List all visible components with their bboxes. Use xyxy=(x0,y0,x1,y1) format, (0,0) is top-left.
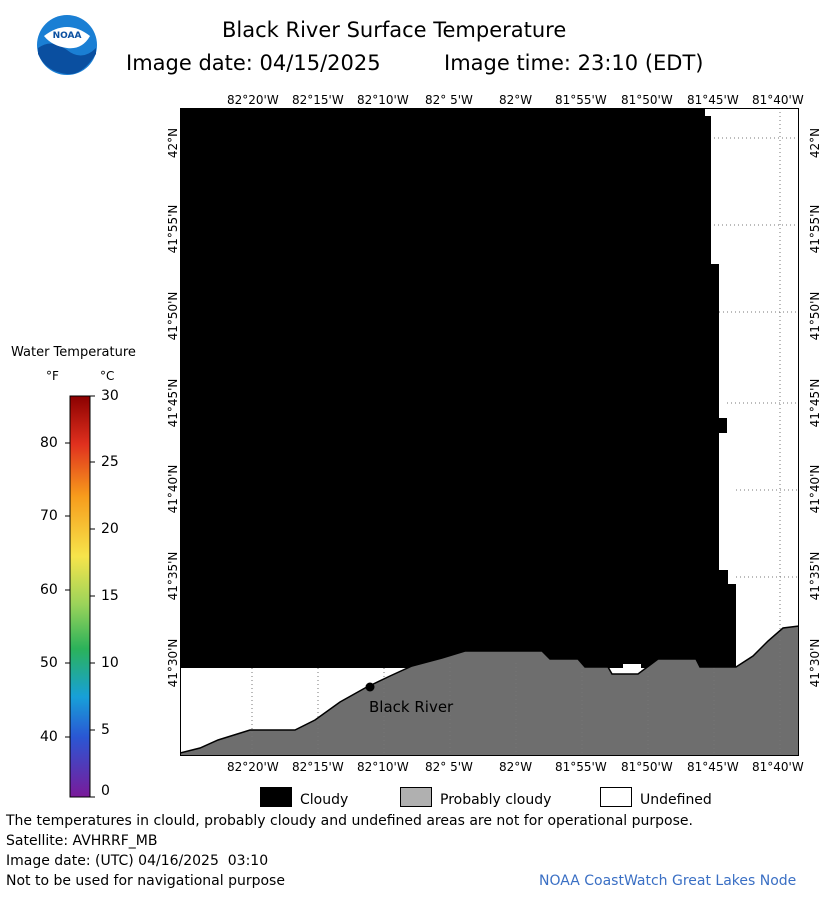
black-river-marker xyxy=(365,682,375,692)
c-tick-label: 0 xyxy=(101,783,110,799)
lat-label-left: 41°35'N xyxy=(166,551,180,601)
lat-label-right: 41°40'N xyxy=(808,464,822,514)
lon-label-bottom: 81°40'W xyxy=(752,760,804,774)
map-frame xyxy=(180,108,799,756)
lat-label-right: 41°45'N xyxy=(808,378,822,428)
legend-probably-cloudy-swatch xyxy=(400,787,432,807)
lat-label-left: 41°55'N xyxy=(166,204,180,254)
svg-text:NOAA: NOAA xyxy=(53,31,82,41)
map-image xyxy=(180,108,799,756)
lon-label-top: 81°45'W xyxy=(687,93,739,107)
legend-undefined-label: Undefined xyxy=(640,792,712,808)
lat-label-left: 41°40'N xyxy=(166,464,180,514)
lon-label-top: 82° 5'W xyxy=(425,93,473,107)
image-date: Image date: 04/15/2025 xyxy=(126,51,381,75)
f-tick-label: 70 xyxy=(40,508,58,524)
f-tick-label: 40 xyxy=(40,729,58,745)
lon-label-bottom: 82°10'W xyxy=(357,760,409,774)
colorbar-title: Water Temperature xyxy=(11,345,136,360)
graticule xyxy=(251,108,799,756)
legend-cloudy-swatch xyxy=(260,787,292,807)
satellite-text: Satellite: AVHRRF_MB xyxy=(6,833,158,849)
cloudy-area xyxy=(180,108,736,668)
legend-undefined-swatch xyxy=(600,787,632,807)
legend-cloudy-label: Cloudy xyxy=(300,792,349,808)
lon-label-bottom: 82°15'W xyxy=(292,760,344,774)
c-tick-label: 10 xyxy=(101,655,119,671)
noaa-logo: NOAA xyxy=(36,14,98,76)
c-tick-label: 25 xyxy=(101,454,119,470)
lat-label-right: 41°55'N xyxy=(808,204,822,254)
image-time: Image time: 23:10 (EDT) xyxy=(444,51,704,75)
page-title: Black River Surface Temperature xyxy=(222,18,567,42)
lon-label-top: 82°20'W xyxy=(227,93,279,107)
lat-label-left: 41°30'N xyxy=(166,638,180,688)
lon-label-bottom: 81°50'W xyxy=(621,760,673,774)
lon-label-top: 81°55'W xyxy=(555,93,607,107)
undefined-notch xyxy=(623,664,641,671)
lon-label-top: 82°15'W xyxy=(292,93,344,107)
c-tick-label: 30 xyxy=(101,388,119,404)
c-tick-label: 20 xyxy=(101,521,119,537)
credit-link[interactable]: NOAA CoastWatch Great Lakes Node xyxy=(539,873,797,889)
lat-label-right: 41°35'N xyxy=(808,551,822,601)
legend-probably-cloudy-label: Probably cloudy xyxy=(440,792,552,808)
lon-label-top: 81°50'W xyxy=(621,93,673,107)
place-label: Black River xyxy=(369,698,454,716)
nav-warning-text: Not to be used for navigational purpose xyxy=(6,873,285,889)
noaa-logo-icon: NOAA xyxy=(37,15,97,75)
colorbar xyxy=(65,395,95,798)
lat-label-right: 42°N xyxy=(808,127,822,159)
c-tick-label: 15 xyxy=(101,588,119,604)
lon-label-bottom: 81°45'W xyxy=(687,760,739,774)
lon-label-bottom: 81°55'W xyxy=(555,760,607,774)
c-tick-label: 5 xyxy=(101,722,110,738)
colorbar-gradient xyxy=(69,395,91,798)
unit-fahrenheit: °F xyxy=(46,369,59,383)
lat-label-left: 41°50'N xyxy=(166,291,180,341)
lat-label-left: 41°45'N xyxy=(166,378,180,428)
lon-label-top: 82°W xyxy=(499,93,533,107)
lon-label-bottom: 82°20'W xyxy=(227,760,279,774)
disclaimer-text: The temperatures in clould, probably clo… xyxy=(6,813,693,829)
colorbar-ticks xyxy=(65,395,95,798)
lat-label-right: 41°30'N xyxy=(808,638,822,688)
lon-label-bottom: 82° 5'W xyxy=(425,760,473,774)
lat-label-left: 42°N xyxy=(166,127,180,159)
f-tick-label: 80 xyxy=(40,435,58,451)
f-tick-label: 60 xyxy=(40,582,58,598)
f-tick-label: 50 xyxy=(40,655,58,671)
lon-label-top: 82°10'W xyxy=(357,93,409,107)
lon-label-top: 81°40'W xyxy=(752,93,804,107)
utc-date-text: Image date: (UTC) 04/16/2025 03:10 xyxy=(6,853,269,869)
lat-label-right: 41°50'N xyxy=(808,291,822,341)
probably-cloudy-area xyxy=(180,625,799,756)
unit-celsius: °C xyxy=(100,369,115,383)
lon-label-bottom: 82°W xyxy=(499,760,533,774)
